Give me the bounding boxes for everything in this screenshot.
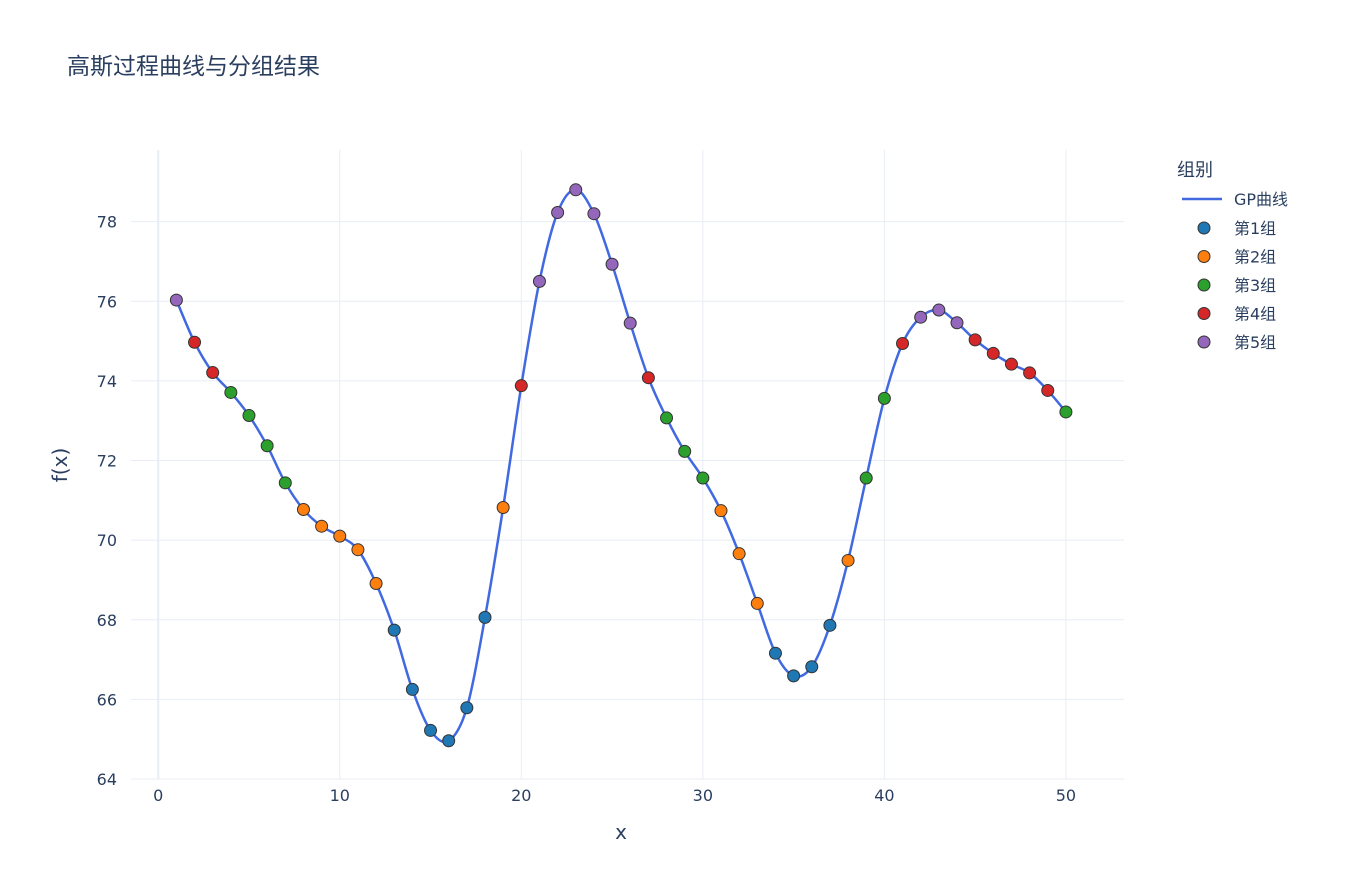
legend-label-group-2: 第2组: [1234, 248, 1276, 267]
data-point-group-3: [877, 391, 891, 405]
y-axis-title: f(x): [48, 448, 72, 482]
data-point-group-4: [514, 379, 528, 393]
data-point-group-1: [460, 701, 474, 715]
points-layer: [169, 183, 1073, 748]
data-point-group-1: [405, 682, 419, 696]
data-point-group-3: [678, 444, 692, 458]
data-point-group-1: [787, 669, 801, 683]
data-point-group-1: [424, 723, 438, 737]
data-point-group-3: [260, 439, 274, 453]
data-point-group-5: [532, 274, 546, 288]
data-point-group-4: [206, 366, 220, 380]
legend-marker-icon: [1197, 278, 1211, 292]
data-point-group-5: [569, 183, 583, 197]
legend-marker-icon: [1197, 307, 1211, 320]
y-tick-label: 66: [97, 690, 117, 709]
data-point-group-2: [496, 500, 510, 514]
x-tick-label: 30: [693, 786, 713, 805]
data-point-group-2: [369, 577, 383, 591]
data-point-group-2: [296, 502, 310, 516]
x-tick-label: 0: [153, 786, 163, 805]
data-point-group-4: [1004, 357, 1018, 371]
data-point-group-4: [896, 336, 910, 350]
data-point-group-2: [333, 529, 347, 543]
data-point-group-1: [805, 660, 819, 674]
chart-title: 高斯过程曲线与分组结果: [67, 54, 320, 80]
data-point-group-4: [1023, 366, 1037, 380]
y-tick-label: 78: [97, 213, 117, 232]
data-point-group-1: [387, 623, 401, 637]
y-tick-label: 74: [97, 372, 117, 391]
data-point-group-5: [169, 293, 183, 307]
data-point-group-2: [315, 519, 329, 533]
data-point-group-5: [914, 310, 928, 324]
data-point-group-5: [932, 303, 946, 317]
legend-label-curve: GP曲线: [1234, 190, 1288, 209]
data-point-group-3: [859, 471, 873, 485]
data-point-group-5: [623, 316, 637, 330]
data-point-group-3: [1059, 405, 1073, 419]
x-axis-title: x: [615, 820, 627, 844]
legend-marker-icon: [1197, 250, 1211, 263]
data-point-group-5: [551, 206, 565, 220]
data-point-group-1: [823, 618, 837, 632]
y-tick-label: 68: [97, 611, 117, 630]
legend-label-group-3: 第3组: [1234, 276, 1276, 295]
data-point-group-2: [714, 504, 728, 518]
data-point-group-4: [1041, 383, 1055, 397]
legend-label-group-4: 第4组: [1234, 305, 1276, 324]
data-point-group-4: [188, 335, 202, 349]
data-point-group-4: [968, 333, 982, 347]
data-point-group-5: [587, 207, 601, 221]
data-point-group-1: [442, 734, 456, 748]
legend-title: 组别: [1177, 160, 1213, 181]
data-point-group-3: [660, 411, 674, 425]
data-point-group-4: [641, 371, 655, 385]
y-tick-label: 76: [97, 292, 117, 311]
data-point-group-5: [950, 316, 964, 330]
data-point-group-1: [478, 610, 492, 624]
y-tick-label: 70: [97, 531, 117, 550]
legend-marker-icon: [1197, 335, 1211, 349]
data-point-group-3: [278, 476, 292, 490]
data-point-group-5: [605, 257, 619, 271]
data-point-group-2: [351, 543, 365, 557]
data-point-group-2: [750, 596, 764, 610]
x-tick-label: 20: [511, 786, 531, 805]
data-point-group-3: [224, 385, 238, 399]
tick-layer: 64 66 68 70 72 74 76 78 0 10 20 30 40 50: [97, 213, 1076, 805]
y-tick-label: 72: [97, 452, 117, 471]
legend-label-group-5: 第5组: [1234, 333, 1276, 352]
data-point-group-2: [732, 547, 746, 561]
x-tick-label: 50: [1056, 786, 1076, 805]
y-tick-label: 64: [97, 770, 117, 789]
x-tick-label: 10: [330, 786, 350, 805]
data-point-group-3: [242, 409, 256, 423]
data-point-group-3: [696, 471, 710, 485]
legend-marker-icon: [1197, 221, 1211, 235]
data-point-group-2: [841, 553, 855, 567]
grid-layer: [131, 150, 1124, 780]
legend-label-group-1: 第1组: [1234, 219, 1276, 238]
data-point-group-4: [986, 346, 1000, 360]
x-tick-label: 40: [874, 786, 894, 805]
data-point-group-1: [768, 646, 782, 660]
